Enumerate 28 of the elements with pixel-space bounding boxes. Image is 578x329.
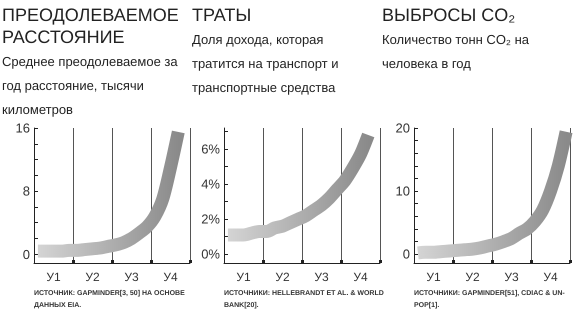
x-tick-label: У3 bbox=[504, 270, 519, 284]
y-tick-label: 0 bbox=[22, 246, 30, 262]
y-tick-label: 20 bbox=[396, 120, 410, 136]
chart-title: ТРАТЫ bbox=[192, 5, 252, 25]
y-tick-label: 16 bbox=[16, 120, 30, 136]
x-tick-label: У1 bbox=[426, 270, 441, 284]
y-tick-label: 0 bbox=[402, 246, 410, 262]
y-tick-label: 8 bbox=[22, 184, 30, 199]
x-tick-label: У3 bbox=[124, 270, 139, 284]
y-tick-label: 0% bbox=[201, 246, 220, 262]
chart-title: ВЫБРОСЫ CO₂ bbox=[382, 4, 516, 26]
y-tick-label: 2% bbox=[201, 212, 220, 227]
chart-subtitle: Среднее преодолеваемое за год расстояние, тысячи километров bbox=[2, 53, 179, 119]
x-tick-label: У1 bbox=[46, 270, 61, 284]
x-tick-label: У3 bbox=[314, 270, 329, 284]
x-tick-label: У4 bbox=[353, 270, 368, 284]
y-tick-label: 6% bbox=[201, 142, 220, 157]
y-tick-label: 4% bbox=[201, 176, 220, 192]
x-tick-label: У1 bbox=[236, 270, 251, 284]
x-tick-label: У4 bbox=[543, 270, 558, 284]
x-tick-label: У2 bbox=[85, 270, 100, 284]
chart-subtitle: Доля дохода, которая тратится на транспорт и транспортные средства bbox=[192, 31, 340, 97]
chart-title: ПРЕОДОЛЕВАЕМОЕ РАССТОЯНИЕ bbox=[2, 5, 179, 47]
x-tick-label: У2 bbox=[275, 270, 290, 284]
x-tick-label: У2 bbox=[465, 270, 480, 284]
x-tick-label: У4 bbox=[163, 270, 178, 284]
chart-subtitle: Количество тонн CO₂ на человека в год bbox=[382, 31, 530, 73]
y-tick-label: 10 bbox=[396, 184, 410, 199]
